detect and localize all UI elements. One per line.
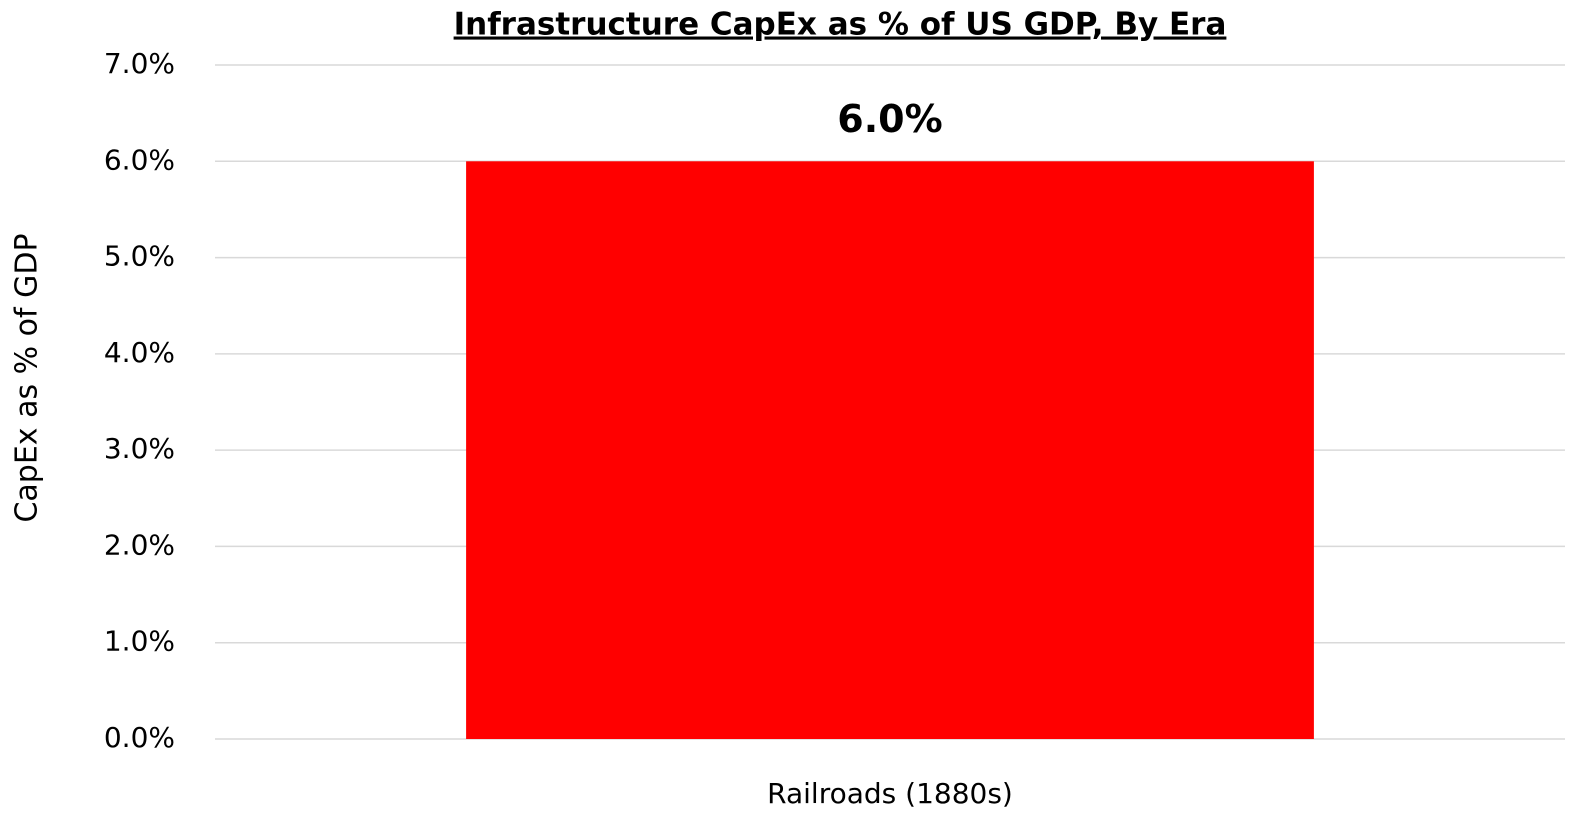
y-tick-label: 1.0%: [104, 625, 175, 658]
chart-title: Infrastructure CapEx as % of US GDP, By …: [454, 7, 1227, 43]
data-label: 6.0%: [837, 97, 942, 141]
y-tick-label: 5.0%: [104, 240, 175, 273]
y-tick-label: 6.0%: [104, 143, 175, 176]
x-tick-label: Railroads (1880s): [767, 777, 1013, 810]
y-tick-label: 0.0%: [104, 721, 175, 754]
y-axis-label: CapEx as % of GDP: [10, 233, 45, 522]
y-tick-label: 4.0%: [104, 336, 175, 369]
y-tick-label: 3.0%: [104, 432, 175, 465]
y-tick-label: 7.0%: [104, 47, 175, 80]
bar: [466, 161, 1314, 740]
y-tick-label: 2.0%: [104, 528, 175, 561]
